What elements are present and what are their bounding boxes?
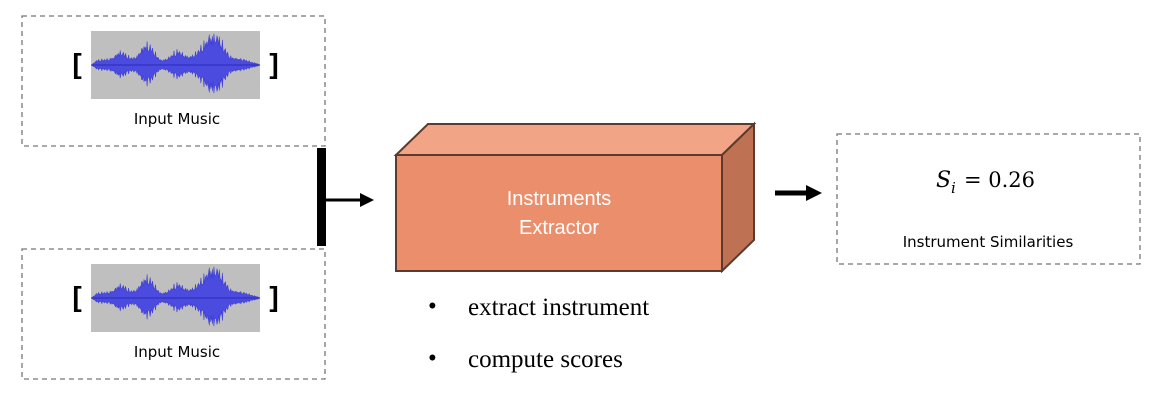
close-bracket: ] bbox=[269, 48, 278, 79]
input-music-label: Input Music bbox=[134, 343, 220, 361]
output-arrow-head bbox=[806, 185, 822, 201]
merge-bar bbox=[317, 148, 326, 246]
bullet: • bbox=[428, 293, 437, 320]
box-front-face bbox=[396, 155, 722, 271]
open-bracket: [ bbox=[72, 48, 81, 79]
output-arrow bbox=[775, 185, 822, 201]
input-music-box-1: [ ] Input Music bbox=[22, 16, 325, 146]
bullet: • bbox=[428, 345, 437, 372]
close-bracket: ] bbox=[269, 281, 278, 312]
similarity-output-box: S i = 0.26 Instrument Similarities bbox=[837, 134, 1140, 264]
merge-connector bbox=[317, 148, 374, 246]
input-music-label: Input Music bbox=[134, 110, 220, 128]
input-music-box-2: [ ] Input Music bbox=[22, 249, 325, 379]
open-bracket: [ bbox=[72, 281, 81, 312]
extractor-title-line1: Instruments bbox=[507, 188, 611, 210]
similarity-subscript: i bbox=[951, 179, 956, 197]
instruments-extractor-box: Instruments Extractor bbox=[396, 124, 754, 271]
box-top-face bbox=[396, 124, 754, 155]
extractor-title-line2: Extractor bbox=[519, 217, 599, 239]
similarity-symbol: S bbox=[936, 168, 951, 193]
instrument-similarities-label: Instrument Similarities bbox=[903, 233, 1074, 251]
merge-arrow-head bbox=[360, 193, 374, 207]
step-extract-instrument: extract instrument bbox=[468, 294, 649, 321]
steps-list: • extract instrument • compute scores bbox=[428, 293, 649, 373]
step-compute-scores: compute scores bbox=[468, 346, 623, 373]
similarity-value: = 0.26 bbox=[964, 168, 1035, 192]
